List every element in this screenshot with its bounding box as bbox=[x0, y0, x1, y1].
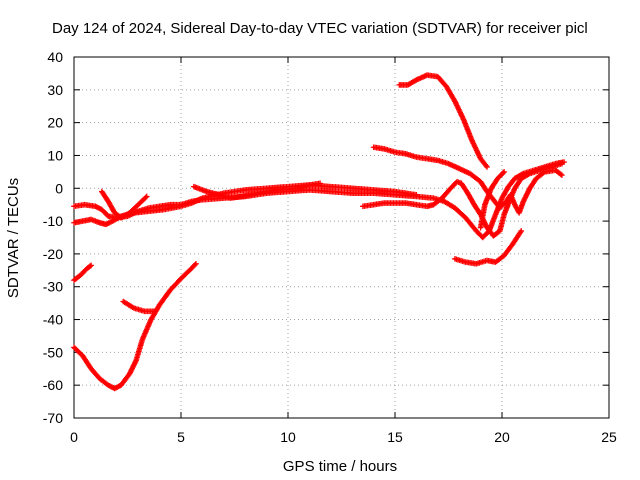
data-point bbox=[484, 164, 490, 170]
data-point bbox=[559, 160, 565, 167]
data-point bbox=[88, 262, 94, 269]
data-point bbox=[413, 192, 420, 198]
x-tick-label: 15 bbox=[387, 429, 403, 445]
y-tick-label: -50 bbox=[43, 344, 63, 360]
data-point bbox=[152, 308, 159, 315]
y-tick-label: 0 bbox=[55, 180, 63, 196]
data-point bbox=[193, 260, 199, 267]
data-point bbox=[143, 193, 150, 200]
data-point bbox=[483, 162, 489, 169]
data-point bbox=[142, 194, 149, 201]
y-tick-label: -40 bbox=[43, 312, 63, 328]
data-point bbox=[518, 228, 525, 234]
y-tick-label: 10 bbox=[47, 147, 63, 163]
y-tick-label: -30 bbox=[43, 279, 63, 295]
data-point bbox=[192, 262, 198, 268]
data-point bbox=[317, 180, 323, 187]
series-track-7 bbox=[191, 180, 323, 201]
series-track-11 bbox=[452, 228, 525, 267]
data-point bbox=[559, 172, 565, 178]
series-track-10 bbox=[360, 160, 565, 239]
series-track-5 bbox=[71, 260, 199, 392]
y-tick-label: -20 bbox=[43, 246, 63, 262]
x-tick-label: 10 bbox=[280, 429, 296, 445]
series-track-12 bbox=[477, 169, 507, 231]
y-tick-label: -60 bbox=[43, 377, 63, 393]
x-tick-label: 25 bbox=[601, 429, 617, 445]
data-point bbox=[501, 169, 507, 175]
series-track-8 bbox=[396, 72, 490, 170]
y-tick-label: 40 bbox=[47, 49, 63, 65]
x-tick-label: 20 bbox=[494, 429, 510, 445]
y-tick-label: 30 bbox=[47, 82, 63, 98]
plot-frame bbox=[73, 56, 610, 419]
y-tick-label: 20 bbox=[47, 115, 63, 131]
x-axis-label: GPS time / hours bbox=[283, 458, 397, 475]
y-axis-label: SDTVAR / TECUs bbox=[5, 178, 22, 298]
data-point bbox=[558, 171, 564, 178]
series-track-4 bbox=[71, 262, 94, 283]
series-track-9 bbox=[370, 144, 565, 216]
series-track-3 bbox=[99, 188, 150, 221]
grid-lines bbox=[74, 57, 609, 418]
series-track-6 bbox=[120, 298, 159, 315]
chart-title: Day 124 of 2024, Sidereal Day-to-day VTE… bbox=[52, 20, 588, 37]
x-tick-label: 5 bbox=[177, 429, 185, 445]
y-tick-label: -10 bbox=[43, 213, 63, 229]
data-point bbox=[87, 263, 93, 270]
data-points bbox=[71, 72, 567, 392]
y-tick-label: -70 bbox=[43, 410, 63, 426]
x-tick-label: 0 bbox=[70, 429, 78, 445]
axis-ticks: 0 5 10 15 20 25 -70 -60 -50 -40 -30 -20 -10 0 10 20 30 40 bbox=[43, 49, 617, 445]
data-point bbox=[500, 170, 506, 176]
